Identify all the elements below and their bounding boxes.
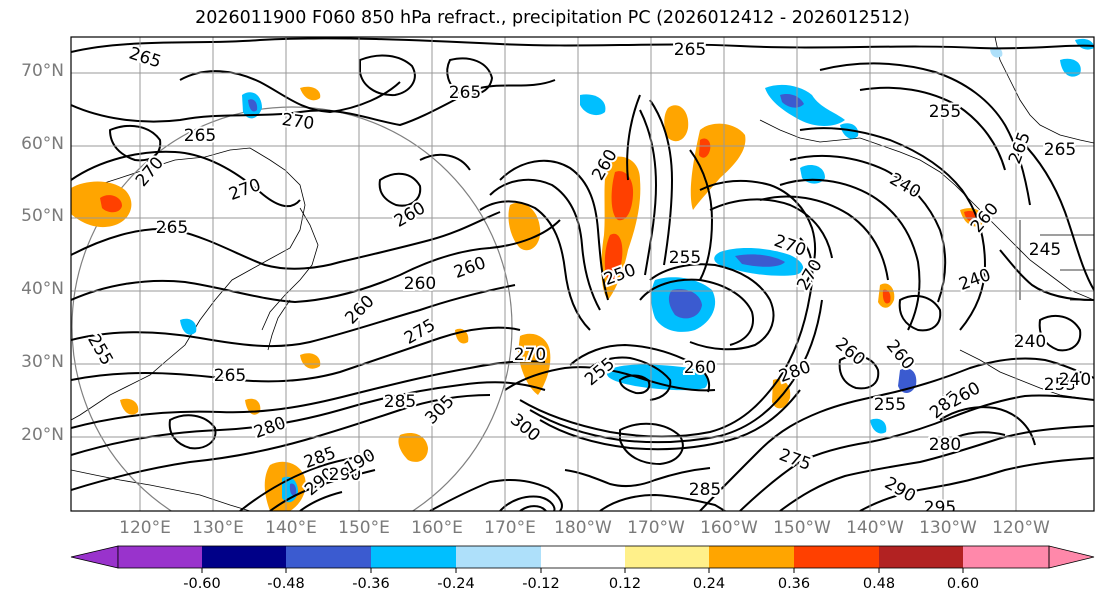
lon-label: 130°E bbox=[192, 518, 244, 538]
contour-label: 280 bbox=[929, 435, 961, 455]
contour-label: 255 bbox=[929, 102, 961, 122]
colorbar-tick-label: -0.48 bbox=[267, 576, 305, 592]
map-frame bbox=[70, 36, 1095, 512]
colorbar-tick-label: -0.12 bbox=[522, 576, 560, 592]
contour-label: 265 bbox=[449, 83, 481, 103]
colorbar-bin bbox=[202, 546, 286, 568]
lat-label: 60°N bbox=[21, 134, 64, 154]
lon-label: 150°E bbox=[338, 518, 390, 538]
contour-label: 240 bbox=[1059, 370, 1091, 390]
contour-label: 270 bbox=[514, 345, 546, 365]
colorbar bbox=[70, 545, 1095, 573]
lon-label: 150°W bbox=[773, 518, 831, 538]
colorbar-tick-label: 0.36 bbox=[777, 576, 811, 592]
lon-label: 120°W bbox=[992, 518, 1050, 538]
graticule bbox=[71, 37, 1094, 511]
contour-label: 255 bbox=[669, 248, 701, 268]
contour-label: 295 bbox=[924, 498, 956, 518]
coastlines bbox=[71, 37, 1094, 511]
colorbar-bin bbox=[541, 546, 625, 568]
colorbar-bin bbox=[456, 546, 541, 568]
refractivity-contours bbox=[71, 37, 1094, 511]
contour-label: 260 bbox=[684, 358, 716, 378]
colorbar-bin bbox=[879, 546, 963, 568]
contour-label: 285 bbox=[689, 480, 721, 500]
contour-label: 265 bbox=[214, 366, 246, 386]
lat-label: 70°N bbox=[21, 61, 64, 81]
contour-label: 245 bbox=[1029, 240, 1061, 260]
lon-label: 180°W bbox=[554, 518, 612, 538]
lon-label: 140°E bbox=[265, 518, 317, 538]
contour-label: 265 bbox=[184, 126, 216, 146]
lat-label: 20°N bbox=[21, 425, 64, 445]
colorbar-over-arrow bbox=[1048, 545, 1095, 569]
contour-label: 265 bbox=[674, 40, 706, 60]
lon-label: 140°W bbox=[846, 518, 904, 538]
region-circle bbox=[71, 106, 513, 511]
lon-label: 170°E bbox=[484, 518, 536, 538]
lon-label: 120°E bbox=[119, 518, 171, 538]
colorbar-tick-label: 0.60 bbox=[946, 576, 980, 592]
contour-label: 240 bbox=[1014, 332, 1046, 352]
colorbar-tick-label: -0.36 bbox=[352, 576, 390, 592]
colorbar-tick-label: -0.24 bbox=[437, 576, 475, 592]
lat-label: 50°N bbox=[21, 206, 64, 226]
colorbar-tick-label: 0.48 bbox=[862, 576, 896, 592]
contour-label: 265 bbox=[156, 218, 188, 238]
colorbar-bin bbox=[118, 546, 202, 568]
colorbar-tick-label: 0.12 bbox=[608, 576, 642, 592]
colorbar-bin bbox=[794, 546, 879, 568]
colorbar-bin bbox=[709, 546, 794, 568]
lat-label: 40°N bbox=[21, 279, 64, 299]
colorbar-bin bbox=[371, 546, 456, 568]
colorbar-tick-label: 0.24 bbox=[692, 576, 726, 592]
contour-label: 255 bbox=[874, 395, 906, 415]
contour-label: 255 bbox=[1044, 375, 1076, 395]
contour-label: 265 bbox=[1044, 140, 1076, 160]
colorbar-under-arrow bbox=[70, 545, 119, 569]
colorbar-bin bbox=[625, 546, 709, 568]
lon-label: 170°W bbox=[627, 518, 685, 538]
map-title: 2026011900 F060 850 hPa refract., precip… bbox=[195, 8, 910, 28]
lat-label: 30°N bbox=[21, 352, 64, 372]
contour-label: 270 bbox=[771, 231, 808, 261]
colorbar-bin bbox=[963, 546, 1049, 568]
colorbar-bin bbox=[286, 546, 371, 568]
contour-label: 290 bbox=[329, 465, 361, 485]
contour-label: 260 bbox=[404, 274, 436, 294]
lon-label: 130°W bbox=[919, 518, 977, 538]
lon-label: 160°E bbox=[411, 518, 463, 538]
lon-label: 160°W bbox=[700, 518, 758, 538]
contour-label: 285 bbox=[384, 392, 416, 412]
colorbar-tick-label: -0.60 bbox=[183, 576, 221, 592]
